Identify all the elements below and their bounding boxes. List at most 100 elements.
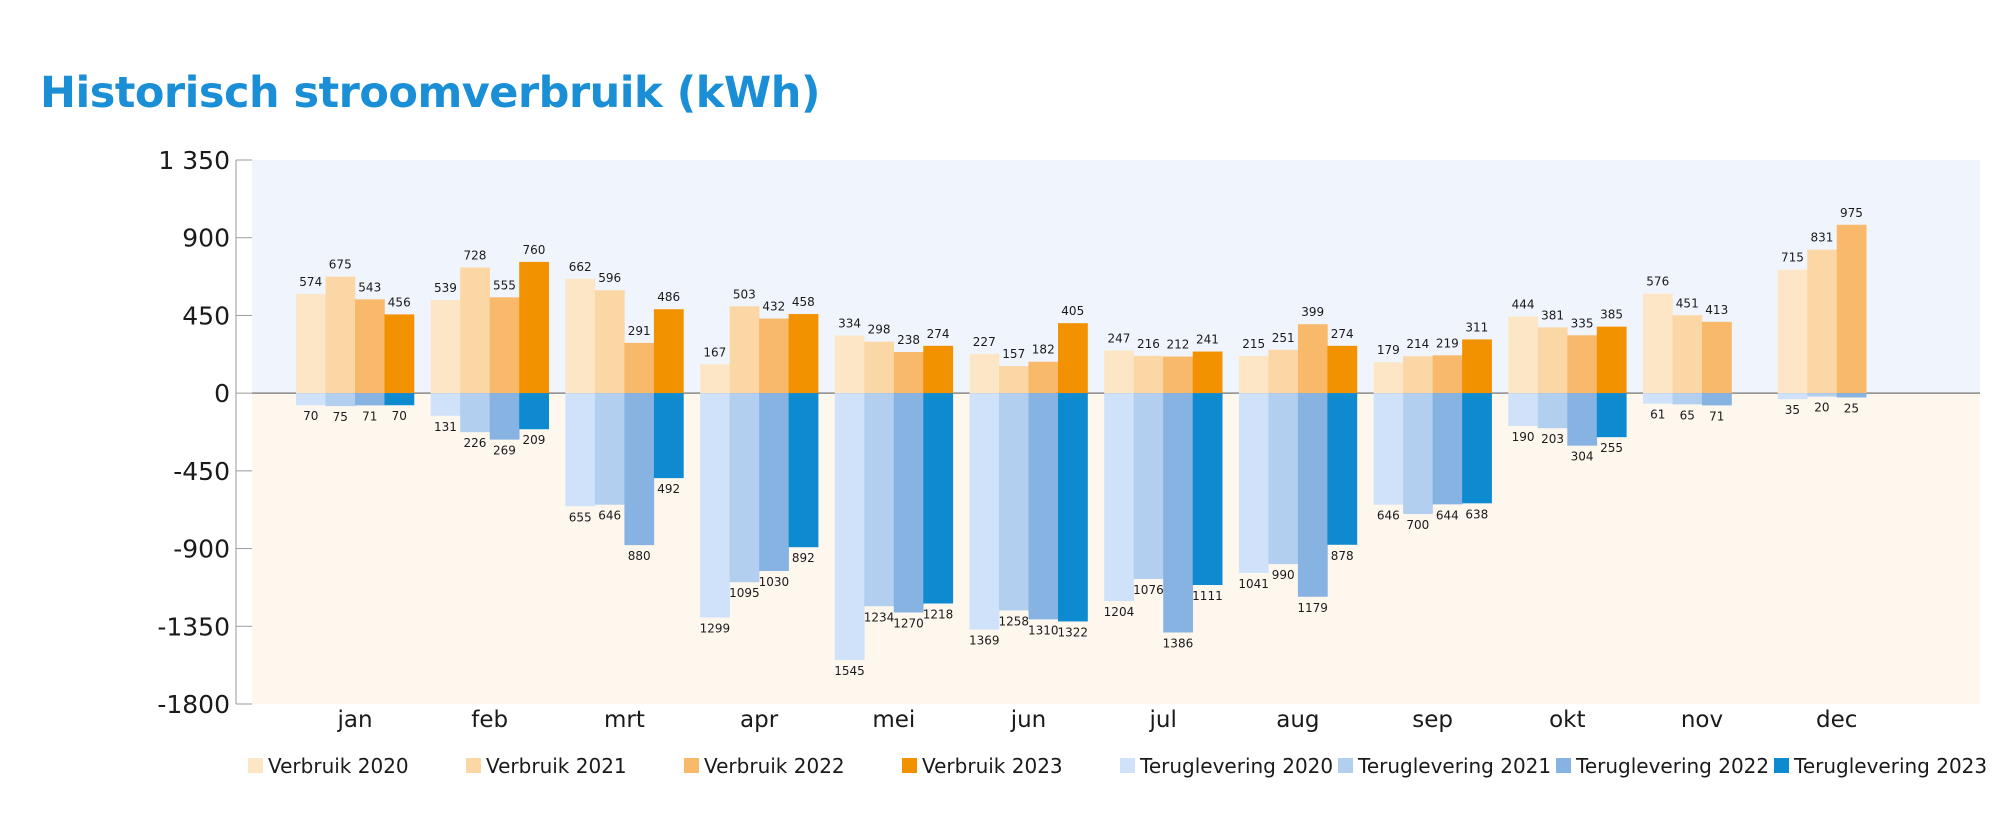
bar	[1702, 393, 1732, 406]
bar	[1777, 269, 1808, 394]
bar	[1058, 323, 1088, 394]
bar	[759, 318, 789, 394]
bar	[1403, 393, 1433, 515]
bar	[1133, 393, 1164, 579]
data-label: 831	[1810, 231, 1833, 245]
data-label: 576	[1646, 275, 1669, 289]
data-label: 1234	[864, 610, 895, 624]
bar	[1567, 335, 1598, 394]
bar	[384, 393, 415, 406]
y-tick-label: 900	[182, 224, 230, 253]
bar	[1807, 393, 1837, 397]
bar	[1643, 393, 1673, 404]
data-label: 182	[1032, 343, 1055, 357]
y-tick-label: -900	[173, 535, 230, 564]
bar	[519, 393, 549, 430]
bar	[788, 314, 819, 394]
data-label: 251	[1272, 331, 1295, 345]
data-label: 892	[792, 551, 815, 565]
bar	[296, 294, 326, 394]
data-label: 190	[1512, 430, 1535, 444]
data-label: 255	[1600, 441, 1623, 455]
bar	[1537, 327, 1568, 394]
data-label: 226	[463, 436, 486, 450]
data-label: 1299	[700, 621, 731, 635]
data-label: 20	[1814, 401, 1829, 415]
bar	[1192, 393, 1223, 586]
bar	[1537, 393, 1568, 429]
y-tick-label: 450	[182, 301, 230, 330]
bar	[1133, 355, 1164, 394]
bar	[759, 393, 789, 572]
data-label: 212	[1166, 338, 1189, 352]
data-label: 432	[762, 300, 785, 314]
bar	[1462, 339, 1492, 394]
data-label: 655	[569, 510, 592, 524]
bar	[1192, 351, 1223, 394]
bar	[999, 393, 1029, 611]
data-label: 456	[388, 295, 411, 309]
bar	[969, 353, 1000, 394]
legend-swatch	[466, 758, 481, 773]
data-label: 291	[628, 324, 651, 338]
bar	[1508, 316, 1539, 394]
bar	[864, 393, 895, 607]
bar	[1567, 393, 1598, 446]
data-label: 444	[1512, 297, 1535, 311]
bar	[700, 393, 730, 618]
data-label: 405	[1061, 304, 1084, 318]
data-label: 728	[463, 248, 486, 262]
legend-label: Teruglevering 2020	[1139, 754, 1333, 778]
data-label: 269	[493, 444, 516, 458]
legend-label: Teruglevering 2021	[1357, 754, 1551, 778]
x-tick-label: jul	[1149, 707, 1177, 733]
data-label: 70	[392, 409, 407, 423]
bar	[653, 393, 684, 479]
y-tick-label: -1800	[157, 690, 230, 719]
legend-swatch	[684, 758, 699, 773]
bar	[355, 393, 385, 406]
data-label: 574	[299, 275, 322, 289]
data-label: 274	[927, 327, 950, 341]
bar	[1836, 393, 1867, 398]
bar	[325, 393, 356, 407]
data-label: 238	[897, 333, 920, 347]
bar	[1163, 393, 1193, 633]
legend-label: Teruglevering 2022	[1575, 754, 1769, 778]
bar	[864, 341, 895, 394]
data-label: 209	[522, 433, 545, 447]
y-tick-label: 1 350	[158, 146, 230, 175]
bar	[430, 393, 461, 416]
bar	[489, 297, 520, 394]
data-label: 25	[1844, 401, 1859, 415]
bar	[1104, 350, 1134, 394]
data-label: 1179	[1297, 601, 1328, 615]
data-label: 1111	[1192, 589, 1223, 603]
data-label: 219	[1436, 336, 1459, 350]
bar	[565, 393, 596, 507]
data-label: 1386	[1163, 637, 1194, 651]
bar	[893, 352, 924, 394]
data-label: 214	[1406, 337, 1429, 351]
data-label: 304	[1571, 450, 1594, 464]
data-label: 543	[358, 280, 381, 294]
bar	[1672, 393, 1703, 405]
legend-swatch	[1120, 758, 1135, 773]
bar	[1268, 349, 1299, 394]
bar	[1777, 393, 1808, 400]
data-label: 75	[333, 410, 348, 424]
x-tick-label: nov	[1681, 707, 1723, 733]
bar	[1432, 355, 1463, 394]
bar	[1702, 321, 1732, 394]
data-label: 311	[1465, 320, 1488, 334]
bar	[893, 393, 924, 613]
x-tick-label: sep	[1412, 707, 1453, 733]
legend-swatch	[1556, 758, 1571, 773]
data-label: 247	[1107, 331, 1130, 345]
x-tick-label: mei	[872, 707, 915, 733]
data-label: 1076	[1133, 583, 1164, 597]
x-tick-label: jun	[1010, 707, 1047, 733]
bar	[1836, 224, 1867, 394]
data-label: 1545	[834, 664, 865, 678]
data-label: 700	[1406, 518, 1429, 532]
